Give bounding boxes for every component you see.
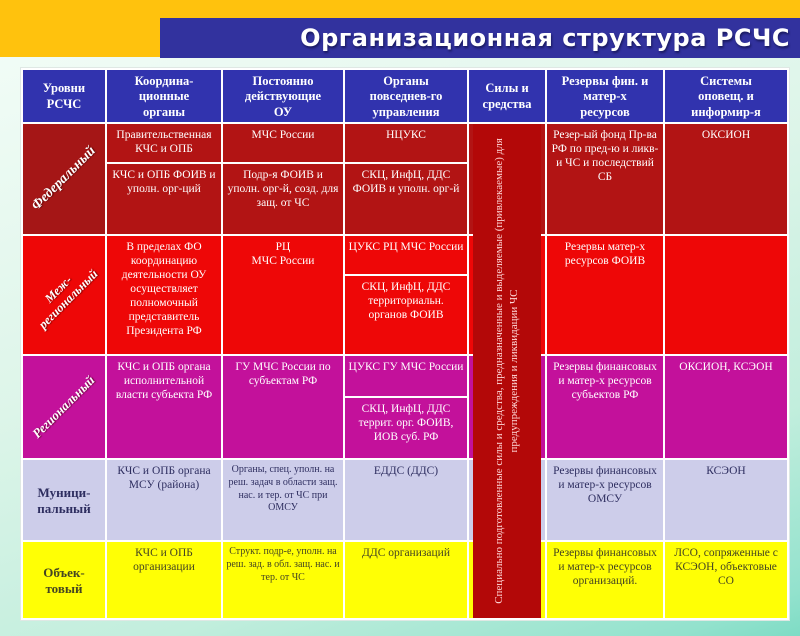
header-levels: Уровни РСЧС (23, 70, 105, 122)
federal-daily-gov-cell: НЦУКС (345, 124, 467, 162)
header-coordination-bodies: Координа- ционные органы (107, 70, 221, 122)
interregional-permanent-cell: РЦ МЧС России (223, 236, 343, 354)
federal-systems-cell: ОКСИОН (665, 124, 787, 234)
interregional-daily-cuks-cell: ЦУКС РЦ МЧС России (345, 236, 467, 274)
municipal-permanent-cell: Органы, спец. уполн. на реш. задач в обл… (223, 460, 343, 540)
slide-title-bar: Организационная структура РСЧС (160, 18, 800, 58)
object-level-cell: Объек- товый (23, 542, 105, 618)
federal-coordination-gov-cell: Правительственная КЧС и ОПБ (107, 124, 221, 162)
federal-reserves-cell: Резер-ый фонд Пр-ва РФ по пред-ю и ликв-… (547, 124, 663, 234)
forces-means-vertical-text: Специально подготовленные силы и средств… (493, 138, 520, 604)
regional-daily-cuks-cell: ЦУКС ГУ МЧС России (345, 356, 467, 396)
federal-coordination-foiv-cell: КЧС и ОПБ ФОИВ и уполн. орг-ций (107, 164, 221, 234)
regional-systems-cell: ОКСИОН, КСЭОН (665, 356, 787, 458)
object-reserves-cell: Резервы финансовых и матер-х ресурсов ор… (547, 542, 663, 618)
org-structure-table: Уровни РСЧС Координа- ционные органы Пос… (21, 68, 789, 620)
forces-means-box: Специально подготовленные силы и средств… (473, 124, 541, 618)
object-permanent-cell: Структ. подр-е, уполн. на реш. зад. в об… (223, 542, 343, 618)
federal-daily-foiv-cell: СКЦ, ИнфЦ, ДДС ФОИВ и уполн. орг-й (345, 164, 467, 234)
federal-level-cell: Федеральный (23, 124, 105, 234)
header-reserves: Резервы фин. и матер-х ресурсов (547, 70, 663, 122)
interregional-level-cell: Меж- региональный (23, 236, 105, 354)
regional-level-label: Региональный (29, 372, 98, 441)
header-daily-management: Органы повседнев-го управления (345, 70, 467, 122)
interregional-daily-skc-cell: СКЦ, ИнфЦ, ДДС территориальн. органов ФО… (345, 276, 467, 354)
header-warning-systems: Системы оповещ. и информир-я (665, 70, 787, 122)
federal-permanent-gov-cell: МЧС России (223, 124, 343, 162)
interregional-systems-cell (665, 236, 787, 354)
regional-level-cell: Региональный (23, 356, 105, 458)
municipal-daily-cell: ЕДДС (ДДС) (345, 460, 467, 540)
municipal-level-cell: Муници- пальный (23, 460, 105, 540)
object-daily-cell: ДДС организаций (345, 542, 467, 618)
interregional-level-label: Меж- региональный (35, 266, 101, 332)
regional-coordination-cell: КЧС и ОПБ органа исполнительной власти с… (107, 356, 221, 458)
federal-level-label: Федеральный (28, 143, 99, 214)
interregional-coordination-cell: В пределах ФО координацию деятельности О… (107, 236, 221, 354)
regional-daily-skc-cell: СКЦ, ИнфЦ, ДДС террит. орг. ФОИВ, ИОВ су… (345, 398, 467, 458)
regional-permanent-cell: ГУ МЧС России по субъектам РФ (223, 356, 343, 458)
municipal-systems-cell: КСЭОН (665, 460, 787, 540)
interregional-reserves-cell: Резервы матер-х ресурсов ФОИВ (547, 236, 663, 354)
slide-title: Организационная структура РСЧС (300, 24, 790, 52)
forces-means-merged-cell: Специально подготовленные силы и средств… (469, 124, 545, 618)
header-forces-means: Силы и средства (469, 70, 545, 122)
object-systems-cell: ЛСО, сопряженные с КСЭОН, объектовые СО (665, 542, 787, 618)
object-coordination-cell: КЧС и ОПБ организации (107, 542, 221, 618)
federal-permanent-foiv-cell: Подр-я ФОИВ и уполн. орг-й, созд. для за… (223, 164, 343, 234)
municipal-coordination-cell: КЧС и ОПБ органа МСУ (района) (107, 460, 221, 540)
municipal-reserves-cell: Резервы финансовых и матер-х ресурсов ОМ… (547, 460, 663, 540)
regional-reserves-cell: Резервы финансовых и матер-х ресурсов су… (547, 356, 663, 458)
header-permanent-bodies: Постоянно действующие ОУ (223, 70, 343, 122)
